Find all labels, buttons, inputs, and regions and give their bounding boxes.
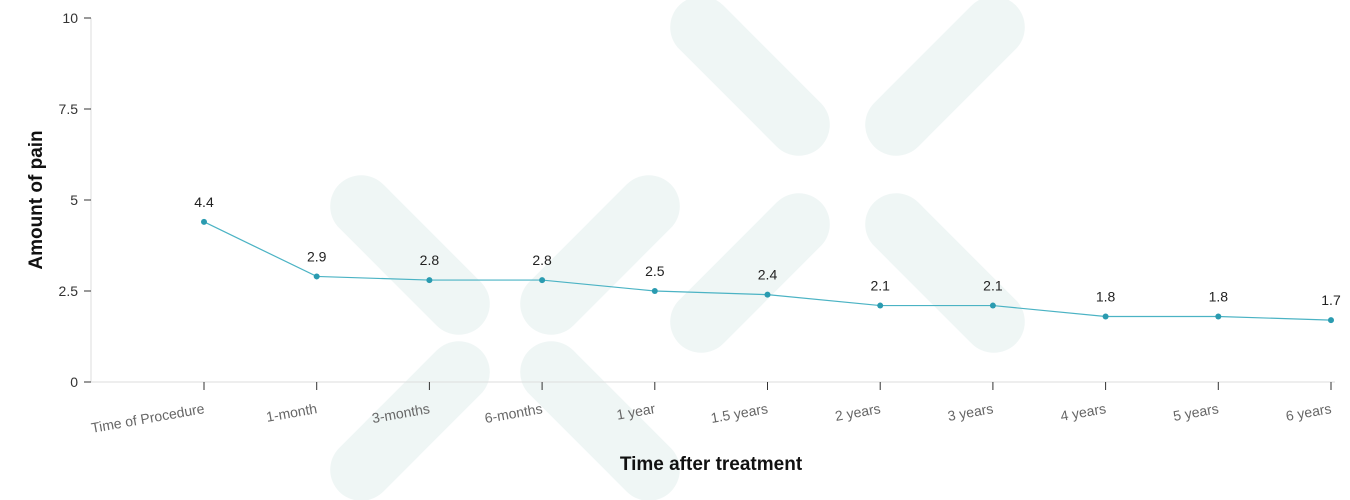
x-tick-label: 4 years (1059, 400, 1107, 424)
x-axis-ticks: Time of Procedure 1-month 3-months 6-months… (90, 382, 1333, 436)
y-tick-label: 0 (70, 374, 78, 390)
watermark-shape (670, 0, 830, 156)
y-tick-label: 7.5 (59, 101, 79, 117)
x-tick-label: 5 years (1172, 400, 1220, 424)
watermark-shape (670, 193, 830, 353)
watermark-shape (865, 193, 1025, 353)
x-tick-label: 2 years (834, 400, 882, 424)
data-point (539, 277, 546, 284)
x-tick-label: 1.5 years (710, 400, 769, 426)
data-point (313, 273, 320, 280)
y-tick-label: 5 (70, 192, 78, 208)
data-label: 2.4 (758, 267, 778, 283)
data-label: 2.5 (645, 263, 665, 279)
data-point (201, 218, 207, 225)
watermark-shape (520, 341, 680, 500)
data-label: 2.1 (983, 278, 1003, 294)
y-tick-label: 2.5 (59, 283, 79, 299)
series-layer (201, 218, 1334, 324)
data-point (651, 288, 658, 294)
y-axis-ticks: 0 2.5 5 7.5 10 (59, 10, 91, 390)
watermark-shape (330, 175, 490, 335)
x-tick-label: 6 years (1285, 400, 1333, 424)
y-tick-label: 10 (62, 10, 78, 26)
x-tick-label: 3 years (946, 400, 994, 424)
data-point (877, 302, 884, 309)
x-axis-title: Time after treatment (620, 454, 803, 475)
data-point (1102, 313, 1109, 320)
data-point (1328, 317, 1334, 324)
data-label: 1.7 (1321, 292, 1341, 308)
data-label: 1.8 (1096, 288, 1116, 304)
watermark-logo (330, 0, 1025, 500)
y-axis-title: Amount of pain (26, 130, 47, 269)
data-label: 4.4 (194, 194, 214, 210)
data-label: 2.9 (307, 248, 327, 264)
x-tick-label: Time of Procedure (90, 400, 206, 436)
watermark-shape (865, 0, 1025, 156)
x-tick-label: 1-month (265, 400, 318, 425)
data-label: 1.8 (1209, 288, 1229, 304)
data-point (426, 277, 433, 284)
watermark-shape (330, 341, 490, 500)
data-labels: 4.4 2.9 2.8 2.8 2.5 2.4 2.1 2.1 1.8 1.8 1.7 (194, 194, 1341, 308)
data-point (764, 291, 771, 298)
data-label: 2.1 (870, 278, 890, 294)
data-label: 2.8 (532, 252, 552, 268)
x-tick-label: 6-months (483, 400, 543, 426)
watermark-shape (520, 175, 680, 335)
data-point (1215, 313, 1222, 320)
x-tick-label: 1 year (615, 400, 656, 423)
data-point (989, 302, 996, 309)
data-label: 2.8 (420, 252, 440, 268)
